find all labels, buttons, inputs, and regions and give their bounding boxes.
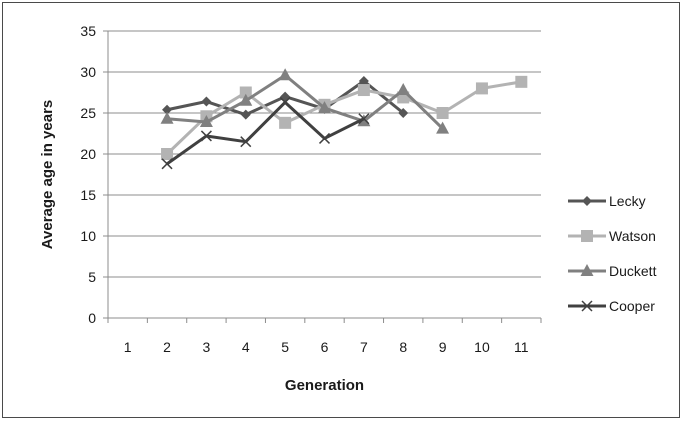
series-duckett [160,68,450,134]
series-line-watson [166,80,522,156]
x-tick-label: 7 [360,339,368,355]
data-point-cooper [318,132,331,144]
data-point-watson [161,148,174,160]
x-tick-label: 6 [321,339,329,355]
data-point-duckett [436,121,450,134]
data-point-duckett [199,115,213,128]
y-axis-title: Average age in years [39,100,56,250]
data-point-lecky [280,91,291,102]
legend: Lecky Watson Duckett Cooper [568,193,657,314]
series-watson [161,75,528,160]
data-point-watson [279,116,292,129]
legend-item-watson: Watson [568,228,656,244]
y-tick-label: 25 [80,105,96,121]
data-point-lecky [201,96,212,107]
x-tick-label: 10 [474,339,490,355]
data-point-watson [357,84,370,97]
data-point-cooper [279,96,291,108]
data-point-watson [239,86,252,99]
x-tick-label: 11 [514,339,529,355]
data-point-lecky [358,76,369,87]
legend-label-duckett: Duckett [609,263,657,279]
x-axis-title: Generation [285,377,364,394]
data-point-watson [436,107,449,119]
data-point-duckett [278,68,292,81]
data-point-lecky [162,104,173,115]
y-tick-label: 30 [80,64,96,80]
legend-label-cooper: Cooper [609,298,655,314]
x-tick-label: 4 [242,339,250,355]
x-tick-label: 1 [124,339,132,355]
series-line-duckett [166,73,444,130]
y-tick-label: 10 [80,228,96,244]
x-tick-label: 3 [203,339,211,355]
x-tick-label: 2 [163,339,171,355]
legend-marker-watson [581,230,593,242]
data-point-duckett [239,93,253,106]
axes: 0 5 10 15 20 25 30 35 1 2 3 4 5 6 7 8 9 10 11 [80,23,542,355]
data-point-lecky [240,109,251,120]
y-tick-label: 5 [88,269,96,285]
data-point-cooper [200,130,212,142]
data-point-watson [475,82,488,95]
series-cooper [161,96,370,170]
legend-item-cooper: Cooper [568,298,655,314]
y-tick-label: 20 [80,146,96,162]
data-point-cooper [358,113,370,125]
legend-label-watson: Watson [609,228,656,244]
data-point-duckett [318,101,331,114]
series-group [160,68,528,170]
chart-frame [2,2,680,418]
data-point-duckett [160,111,174,124]
data-point-cooper [161,158,173,170]
data-point-watson [515,75,528,88]
x-tick-label: 9 [439,339,447,355]
y-tick-label: 0 [88,310,96,326]
legend-label-lecky: Lecky [609,193,646,209]
legend-marker-duckett [580,264,594,276]
y-tick-label: 35 [80,23,96,39]
legend-marker-lecky [582,196,592,206]
y-tick-label: 15 [80,187,96,203]
series-line-cooper [166,100,365,166]
legend-marker-cooper [581,300,593,312]
data-point-duckett [396,83,410,96]
data-point-lecky [398,108,409,118]
legend-item-lecky: Lecky [568,193,646,209]
x-tick-label: 8 [399,339,407,355]
legend-item-duckett: Duckett [568,263,657,279]
x-tick-label: 5 [281,339,289,355]
data-point-cooper [240,136,252,148]
